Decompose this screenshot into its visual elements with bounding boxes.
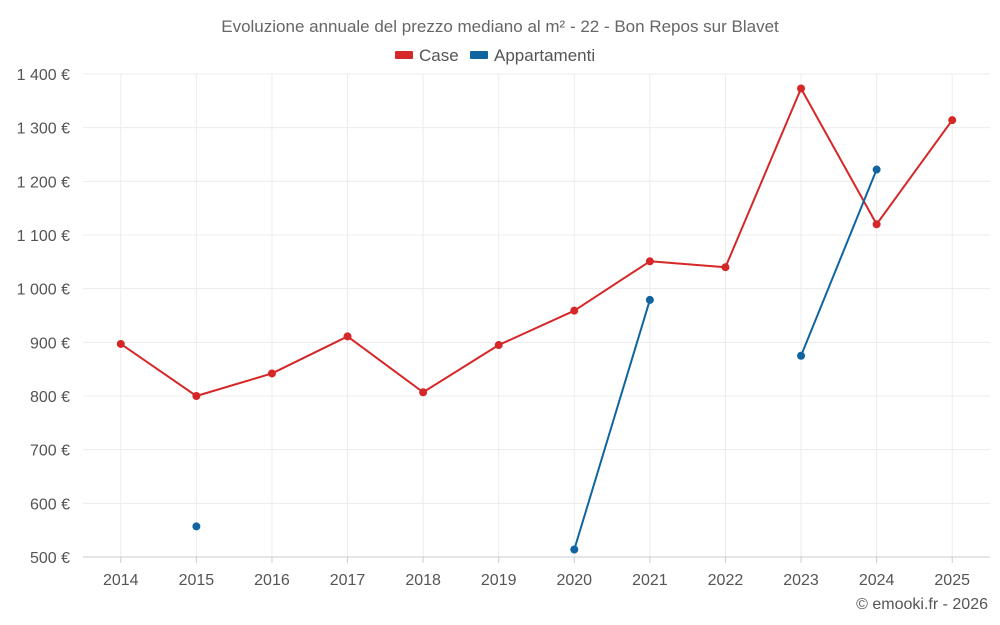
- data-point[interactable]: [721, 263, 730, 272]
- legend-label-case: Case: [419, 46, 459, 65]
- data-point[interactable]: [343, 332, 352, 341]
- chart-title: Evoluzione annuale del prezzo mediano al…: [221, 17, 779, 36]
- x-tick-label: 2014: [103, 572, 139, 589]
- legend-swatch-appartamenti: [470, 51, 488, 59]
- x-tick-label: 2021: [632, 572, 668, 589]
- series-line: [800, 169, 878, 357]
- x-tick-label: 2019: [481, 572, 517, 589]
- data-point[interactable]: [797, 84, 806, 93]
- data-point[interactable]: [570, 306, 579, 315]
- x-tick-label: 2020: [556, 572, 592, 589]
- x-tick-label: 2025: [934, 572, 970, 589]
- y-tick-label: 1 100 €: [17, 228, 70, 245]
- grid: [83, 73, 990, 557]
- x-tick-label: 2023: [783, 572, 819, 589]
- y-tick-label: 700 €: [30, 443, 70, 460]
- data-point[interactable]: [419, 388, 428, 397]
- legend-swatch-case: [395, 51, 413, 59]
- legend: Case Appartamenti: [395, 46, 595, 65]
- data-point[interactable]: [570, 545, 579, 554]
- x-tick-label: 2022: [708, 572, 744, 589]
- x-tick-label: 2016: [254, 572, 290, 589]
- y-tick-label: 1 400 €: [17, 67, 70, 84]
- data-point[interactable]: [494, 341, 503, 350]
- series-appartamenti: [192, 165, 881, 554]
- y-tick-label: 500 €: [30, 550, 70, 567]
- axes: 500 € 600 € 700 € 800 € 900 € 1 000 € 1 100 € 1…: [17, 67, 990, 589]
- y-tick-label: 1 300 €: [17, 121, 70, 138]
- y-tick-label: 1 200 €: [17, 174, 70, 191]
- data-point[interactable]: [267, 369, 276, 378]
- y-tick-label: 600 €: [30, 496, 70, 513]
- data-point[interactable]: [192, 392, 201, 400]
- series: [116, 84, 957, 554]
- x-tick-label: 2018: [405, 572, 441, 589]
- chart-credit: © emooki.fr - 2026: [856, 596, 988, 613]
- series-line: [573, 299, 651, 550]
- legend-item-case[interactable]: Case: [395, 46, 459, 65]
- data-point[interactable]: [192, 522, 201, 531]
- data-point[interactable]: [116, 339, 125, 348]
- data-point[interactable]: [645, 257, 654, 266]
- y-tick-label: 1 000 €: [17, 282, 70, 299]
- x-tick-label: 2015: [179, 572, 215, 589]
- series-line: [120, 87, 954, 397]
- y-tick-label: 900 €: [30, 335, 70, 352]
- x-tick-label: 2017: [330, 572, 366, 589]
- legend-label-appartamenti: Appartamenti: [494, 46, 595, 65]
- y-tick-label: 800 €: [30, 389, 70, 406]
- data-point[interactable]: [948, 116, 957, 125]
- data-point[interactable]: [872, 220, 881, 229]
- x-tick-label: 2024: [859, 572, 895, 589]
- data-point[interactable]: [645, 295, 654, 304]
- legend-item-appartamenti[interactable]: Appartamenti: [470, 46, 595, 65]
- data-point[interactable]: [797, 351, 806, 360]
- data-point[interactable]: [872, 165, 881, 174]
- series-case: [116, 84, 957, 400]
